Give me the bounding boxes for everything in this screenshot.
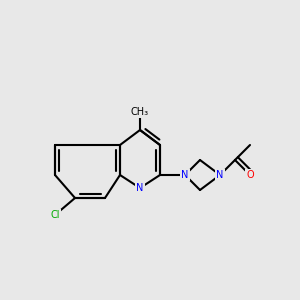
Text: N: N [216, 170, 224, 180]
Text: Cl: Cl [50, 210, 60, 220]
Text: O: O [246, 170, 254, 180]
Text: CH₃: CH₃ [131, 107, 149, 117]
Text: N: N [181, 170, 189, 180]
Text: N: N [136, 183, 144, 193]
